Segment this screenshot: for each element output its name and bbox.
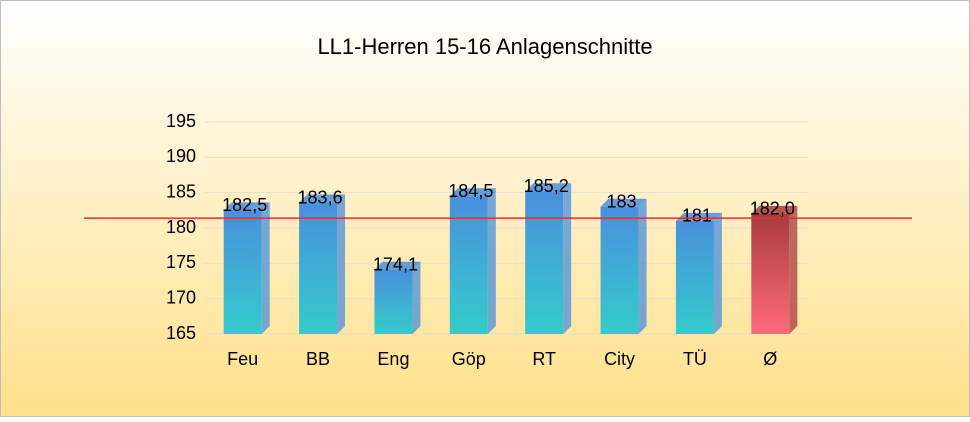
- y-tick-label: 170: [166, 287, 196, 307]
- y-tick-label: 190: [166, 146, 196, 166]
- value-label: 183: [607, 192, 637, 212]
- value-label: 185,2: [524, 176, 569, 196]
- bar: [600, 206, 639, 334]
- x-tick-label: BB: [306, 349, 330, 369]
- bar: [299, 202, 338, 334]
- bar-top: [525, 183, 572, 192]
- bar: [751, 213, 790, 334]
- bar-top: [675, 212, 722, 221]
- x-tick-label: TÜ: [683, 349, 707, 369]
- bar-top: [600, 198, 647, 207]
- x-tick-label: Feu: [227, 349, 258, 369]
- bar-side: [563, 183, 572, 334]
- y-tick-label: 195: [166, 111, 196, 131]
- x-tick-label: RT: [532, 349, 556, 369]
- bar-top: [751, 205, 798, 214]
- bar-side: [261, 202, 270, 334]
- bar-side: [412, 261, 421, 334]
- x-tick-label: Eng: [377, 349, 409, 369]
- y-tick-label: 185: [166, 181, 196, 201]
- chart-title: LL1-Herren 15-16 Anlagenschnitte: [317, 34, 652, 59]
- bar: [374, 269, 413, 334]
- x-tick-label: Göp: [452, 349, 486, 369]
- x-tick-label: City: [604, 349, 635, 369]
- bar-side: [337, 194, 346, 334]
- bar: [675, 220, 714, 334]
- bar: [525, 191, 564, 334]
- bar-side: [487, 188, 496, 334]
- y-tick-label: 175: [166, 252, 196, 272]
- bar-top: [374, 261, 421, 270]
- value-label: 184,5: [448, 181, 493, 201]
- value-label: 182,5: [222, 195, 267, 215]
- value-label: 183,6: [298, 187, 343, 207]
- bar-top: [299, 194, 346, 203]
- x-tick-label: Ø: [763, 349, 777, 369]
- bar-side: [638, 198, 647, 334]
- bar-top: [449, 188, 496, 197]
- y-tick-label: 180: [166, 217, 196, 237]
- value-label: 174,1: [373, 254, 418, 274]
- bar-top: [223, 202, 270, 211]
- bar-side: [713, 212, 722, 334]
- bar: [449, 196, 488, 334]
- value-label: 182,0: [750, 199, 795, 219]
- bar-side: [789, 205, 798, 334]
- bar: [223, 210, 262, 334]
- value-label: 181: [682, 206, 712, 226]
- y-tick-label: 165: [166, 323, 196, 343]
